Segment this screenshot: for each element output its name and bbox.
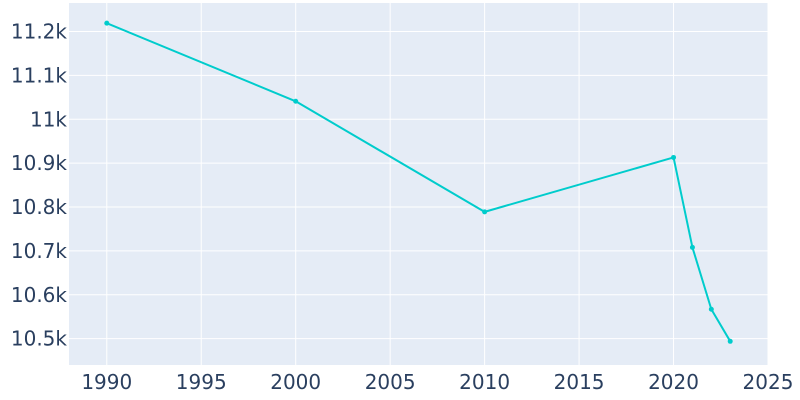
x-tick-label: 2005 (365, 370, 416, 394)
data-point[interactable] (708, 306, 714, 312)
y-axis-ticks: 10.5k 10.6k 10.7k 10.8k 10.9k 11k 11.1k 11.2k (11, 20, 68, 351)
x-tick-label: 1995 (176, 370, 227, 394)
y-tick-label: 11.2k (11, 20, 68, 44)
x-tick-label: 2015 (554, 370, 605, 394)
y-tick-label: 10.7k (11, 239, 68, 263)
plot-background (69, 3, 768, 365)
data-point[interactable] (671, 154, 677, 160)
data-series (104, 20, 733, 344)
data-point[interactable] (293, 98, 299, 104)
y-tick-label: 10.6k (11, 283, 68, 307)
data-point[interactable] (689, 244, 695, 250)
y-tick-label: 10.5k (11, 327, 68, 351)
data-point[interactable] (727, 338, 733, 344)
x-tick-label: 1990 (81, 370, 132, 394)
x-tick-label: 2010 (459, 370, 510, 394)
y-tick-label: 10.8k (11, 195, 68, 219)
x-tick-label: 2025 (743, 370, 794, 394)
x-axis-ticks: 1990 1995 2000 2005 2010 2015 2020 2025 (81, 370, 793, 394)
data-point[interactable] (482, 209, 488, 215)
x-tick-label: 2000 (270, 370, 321, 394)
y-tick-label: 11.1k (11, 63, 68, 87)
x-tick-label: 2020 (648, 370, 699, 394)
y-tick-label: 10.9k (11, 151, 68, 175)
y-tick-label: 11k (30, 107, 67, 131)
data-point[interactable] (104, 20, 110, 26)
